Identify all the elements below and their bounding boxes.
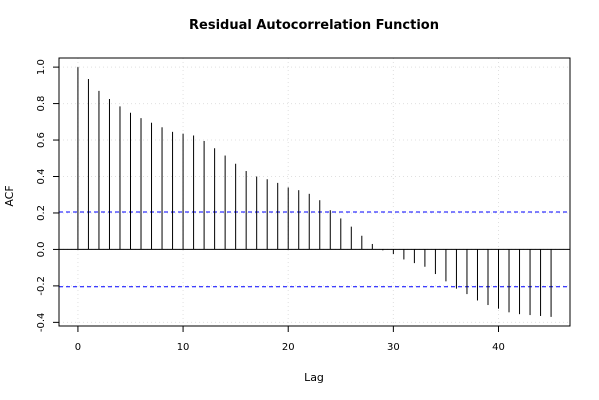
acf-bars [77, 67, 552, 317]
y-tick-label: 1.0 [36, 59, 47, 75]
chart-title: Residual Autocorrelation Function [189, 18, 439, 33]
y-tick-label: -0.4 [36, 313, 47, 333]
x-tick-label: 20 [282, 342, 295, 353]
confidence-bounds [59, 211, 570, 288]
x-axis: 0 10 20 30 40 [75, 325, 505, 353]
x-tick-label: 10 [177, 342, 190, 353]
x-tick-label: 30 [387, 342, 400, 353]
x-tick-label: 40 [492, 342, 505, 353]
y-tick-label: 0.8 [36, 96, 47, 112]
y-tick-label: 0.0 [36, 241, 47, 257]
y-axis: -0.4 -0.2 0.0 0.2 0.4 0.6 0.8 1.0 [36, 59, 60, 333]
x-axis-label: Lag [304, 371, 324, 384]
y-tick-label: 0.6 [36, 132, 47, 148]
y-tick-label: -0.2 [36, 276, 47, 296]
y-tick-label: 0.4 [36, 169, 47, 185]
x-tick-label: 0 [75, 342, 81, 353]
grid-layer [59, 58, 570, 326]
y-axis-label: ACF [3, 185, 16, 206]
y-tick-label: 0.2 [36, 205, 47, 221]
